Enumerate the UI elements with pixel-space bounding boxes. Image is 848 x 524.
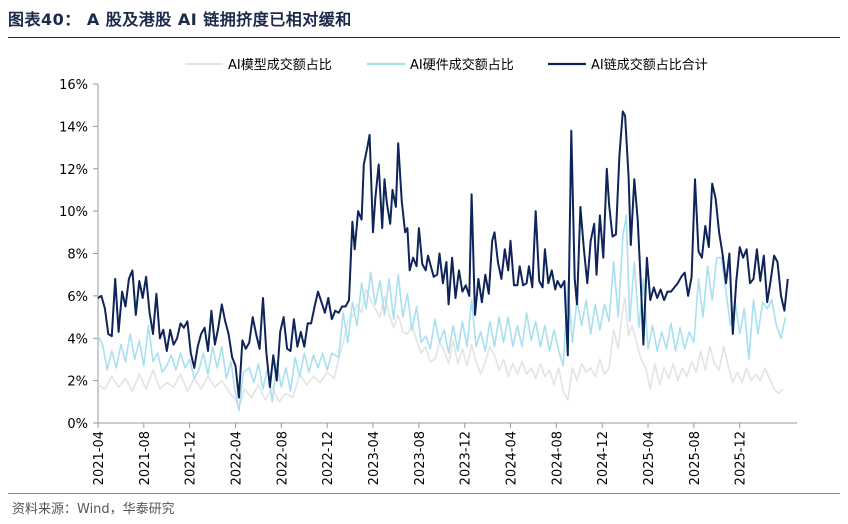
- x-tick-label: 2024-08: [550, 431, 565, 485]
- x-tick-label: 2021-04: [92, 431, 107, 485]
- series-line-2: [97, 214, 787, 412]
- series-line-3: [97, 110, 789, 399]
- x-tick-label: 2023-08: [413, 431, 428, 485]
- x-tick-label: 2022-04: [230, 431, 245, 485]
- chart-legend: AI模型成交额占比 AI硬件成交额占比 AI链成交额占比合计: [185, 57, 708, 73]
- figure-title: 图表40： A 股及港股 AI 链拥挤度已相对缓和: [8, 10, 352, 29]
- x-tick-label: 2025-04: [642, 431, 657, 485]
- x-tick-label: 2024-04: [505, 431, 520, 485]
- y-tick-label: 6%: [67, 290, 88, 305]
- y-tick-label: 14%: [59, 120, 88, 135]
- y-tick-label: 16%: [59, 78, 88, 93]
- source-divider: [8, 493, 840, 494]
- y-tick-label: 0%: [67, 417, 88, 432]
- legend-label-3: AI链成交额占比合计: [591, 57, 708, 73]
- x-tick-label: 2025-12: [734, 431, 749, 485]
- y-tick-label: 4%: [67, 332, 88, 347]
- source-note: 资料来源：Wind，华泰研究: [12, 502, 175, 517]
- series-line-1: [97, 288, 784, 409]
- legend-label-1: AI模型成交额占比: [228, 57, 332, 73]
- series-layer: [97, 110, 789, 412]
- y-tick-label: 2%: [67, 375, 88, 390]
- x-tick-label: 2022-08: [275, 431, 290, 485]
- legend-label-2: AI硬件成交额占比: [410, 57, 514, 73]
- x-tick-label: 2023-04: [367, 431, 382, 485]
- x-tick-label: 2024-12: [596, 431, 611, 485]
- x-tick-label: 2022-12: [321, 431, 336, 485]
- x-axis: 2021-04 2021-08 2021-12 2022-04 2022-08 2022-…: [92, 422, 797, 485]
- y-axis: 0% 2% 4% 6% 8% 10% 12% 14% 16%: [59, 78, 99, 432]
- x-tick-label: 2021-12: [184, 431, 199, 485]
- x-tick-label: 2025-08: [688, 431, 703, 485]
- title-divider: [8, 37, 840, 38]
- y-tick-label: 8%: [67, 248, 88, 263]
- x-tick-label: 2023-12: [459, 431, 474, 485]
- y-tick-label: 12%: [59, 163, 88, 178]
- line-chart: AI模型成交额占比 AI硬件成交额占比 AI链成交额占比合计 0% 2% 4% 6% 8% 1…: [59, 57, 797, 485]
- x-tick-label: 2021-08: [138, 431, 153, 485]
- y-tick-label: 10%: [59, 205, 88, 220]
